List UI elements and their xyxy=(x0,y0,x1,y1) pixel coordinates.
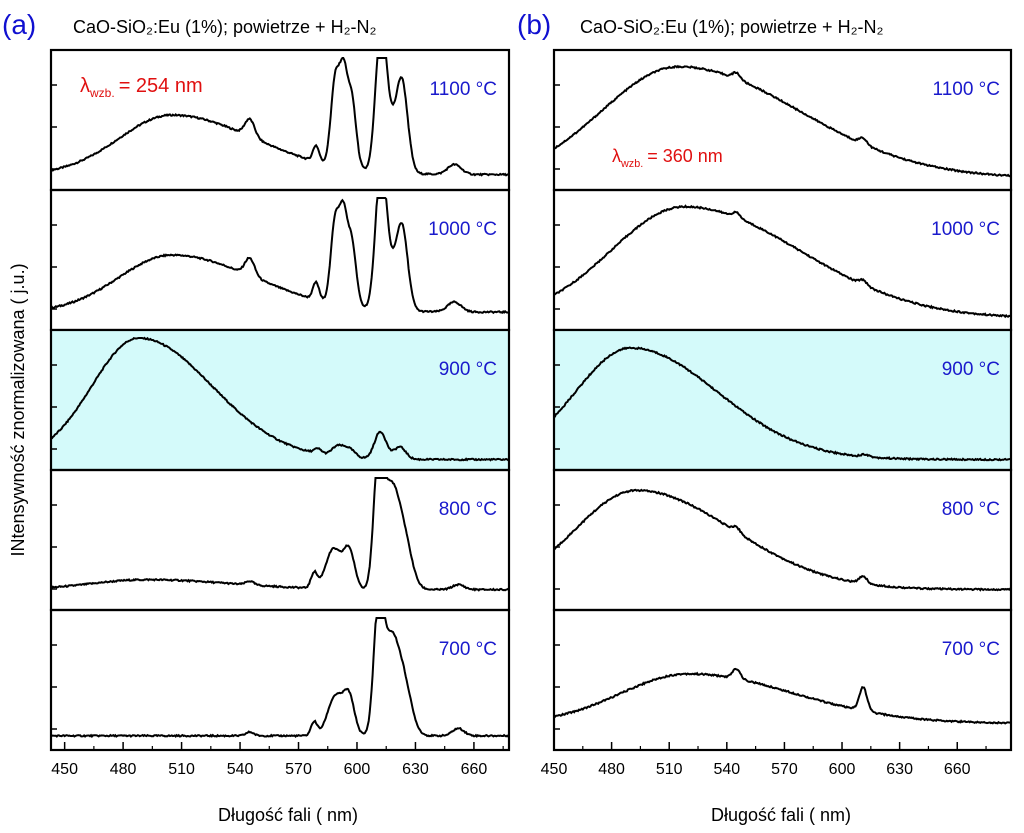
panel-b-temperature-label-1: 1000 °C xyxy=(931,219,1000,240)
panel-b-plot: 1100 °C 1000 °C 900 °C 800 °C 700 °C 450 480 51… xyxy=(541,48,1013,778)
panel-b-subplot-2: 900 °C xyxy=(552,328,1013,472)
panel-a-subplot-frame-0 xyxy=(49,48,511,192)
panel-a-series-line-3 xyxy=(50,477,510,592)
panel-a-x-tick-label: 660 xyxy=(461,761,488,778)
panel-a-x-tick-label: 540 xyxy=(227,761,254,778)
panel-b-series-line-2 xyxy=(553,346,1012,462)
panel-a-excitation-label: λwzb. = 254 nm xyxy=(80,75,203,100)
panel-b-highlight-band xyxy=(554,330,1011,470)
panel-a-temperature-label-2: 900 °C xyxy=(439,359,497,380)
panel-a-temperature-label-4: 700 °C xyxy=(439,639,497,660)
panel-a-subplot-0: 1100 °C xyxy=(49,48,511,192)
panel-a-subplot-frame-1 xyxy=(49,188,511,332)
panel-a-x-tick-label: 600 xyxy=(344,761,371,778)
panel-b-temperature-label-2: 900 °C xyxy=(942,359,1000,380)
panel-b-series-line-4 xyxy=(553,667,1012,725)
panel-a-subplot-2: 900 °C xyxy=(49,328,511,472)
panel-a-temperature-label-3: 800 °C xyxy=(439,499,497,520)
panel-a-subplot-1: 1000 °C xyxy=(49,188,511,332)
panel-a-x-tick-label: 480 xyxy=(110,761,137,778)
panel-b-x-tick-label: 630 xyxy=(886,761,913,778)
panel-b-series-line-0 xyxy=(553,64,1012,178)
panel-b-series-line-1 xyxy=(553,204,1012,319)
panel-b-subplot-1: 1000 °C xyxy=(552,188,1013,332)
panel-b-temperature-label-0: 1100 °C xyxy=(933,79,1000,100)
panel-a-subplot-frame-4 xyxy=(49,608,511,752)
panel-a-plot: 1100 °C 1000 °C 900 °C 800 °C 700 °C 450 480 51… xyxy=(49,48,511,778)
panel-a-temperature-label-0: 1100 °C xyxy=(430,79,497,100)
y-axis-title: INtensywność znormalizowana ( j.u.) xyxy=(8,263,28,556)
panel-b-letter: (b) xyxy=(517,9,551,40)
panel-a-subplot-3: 800 °C xyxy=(49,468,511,612)
panel-a-x-tick-label: 510 xyxy=(168,761,195,778)
panel-a-series-line-2 xyxy=(50,336,510,462)
panel-b-temperature-label-4: 700 °C xyxy=(942,639,1000,660)
panel-b-x-axis-title: Długość fali ( nm) xyxy=(711,805,851,825)
panel-b-x-tick-label: 570 xyxy=(771,761,798,778)
panel-b-x-tick-label: 450 xyxy=(541,761,568,778)
panel-b-subplot-frame-4 xyxy=(552,608,1013,752)
panel-a-x-axis-title: Długość fali ( nm) xyxy=(218,805,358,825)
panel-a-series-line-0 xyxy=(50,57,510,177)
panel-b-x-tick-label: 600 xyxy=(829,761,856,778)
panel-b-subplot-4: 700 °C xyxy=(552,608,1013,752)
panel-a-series-line-1 xyxy=(50,197,510,315)
panel-b-excitation-label: λwzb. = 360 nm xyxy=(612,146,723,170)
panel-a-letter: (a) xyxy=(2,9,36,40)
panel-a-subplot-4: 700 °C xyxy=(49,608,511,752)
panel-b-x-tick-label: 660 xyxy=(944,761,971,778)
panel-b-subplot-3: 800 °C xyxy=(552,468,1013,612)
panel-b-x-tick-label: 510 xyxy=(656,761,683,778)
panel-b-temperature-label-3: 800 °C xyxy=(942,499,1000,520)
panel-a-highlight-band xyxy=(51,330,509,470)
panel-a-title: CaO-SiO₂:Eu (1%); powietrze + H₂-N₂ xyxy=(73,17,377,37)
panel-a-series-line-4 xyxy=(50,617,510,739)
panel-b-x-tick-label: 540 xyxy=(713,761,740,778)
panel-b-series-line-3 xyxy=(553,488,1011,592)
panel-b-title: CaO-SiO₂:Eu (1%); powietrze + H₂-N₂ xyxy=(580,17,884,37)
panel-a-x-tick-label: 570 xyxy=(285,761,312,778)
panel-b-x-tick-label: 480 xyxy=(598,761,625,778)
panel-a-temperature-label-1: 1000 °C xyxy=(428,219,497,240)
panel-a-x-tick-label: 450 xyxy=(51,761,78,778)
panel-a-x-tick-label: 630 xyxy=(402,761,429,778)
